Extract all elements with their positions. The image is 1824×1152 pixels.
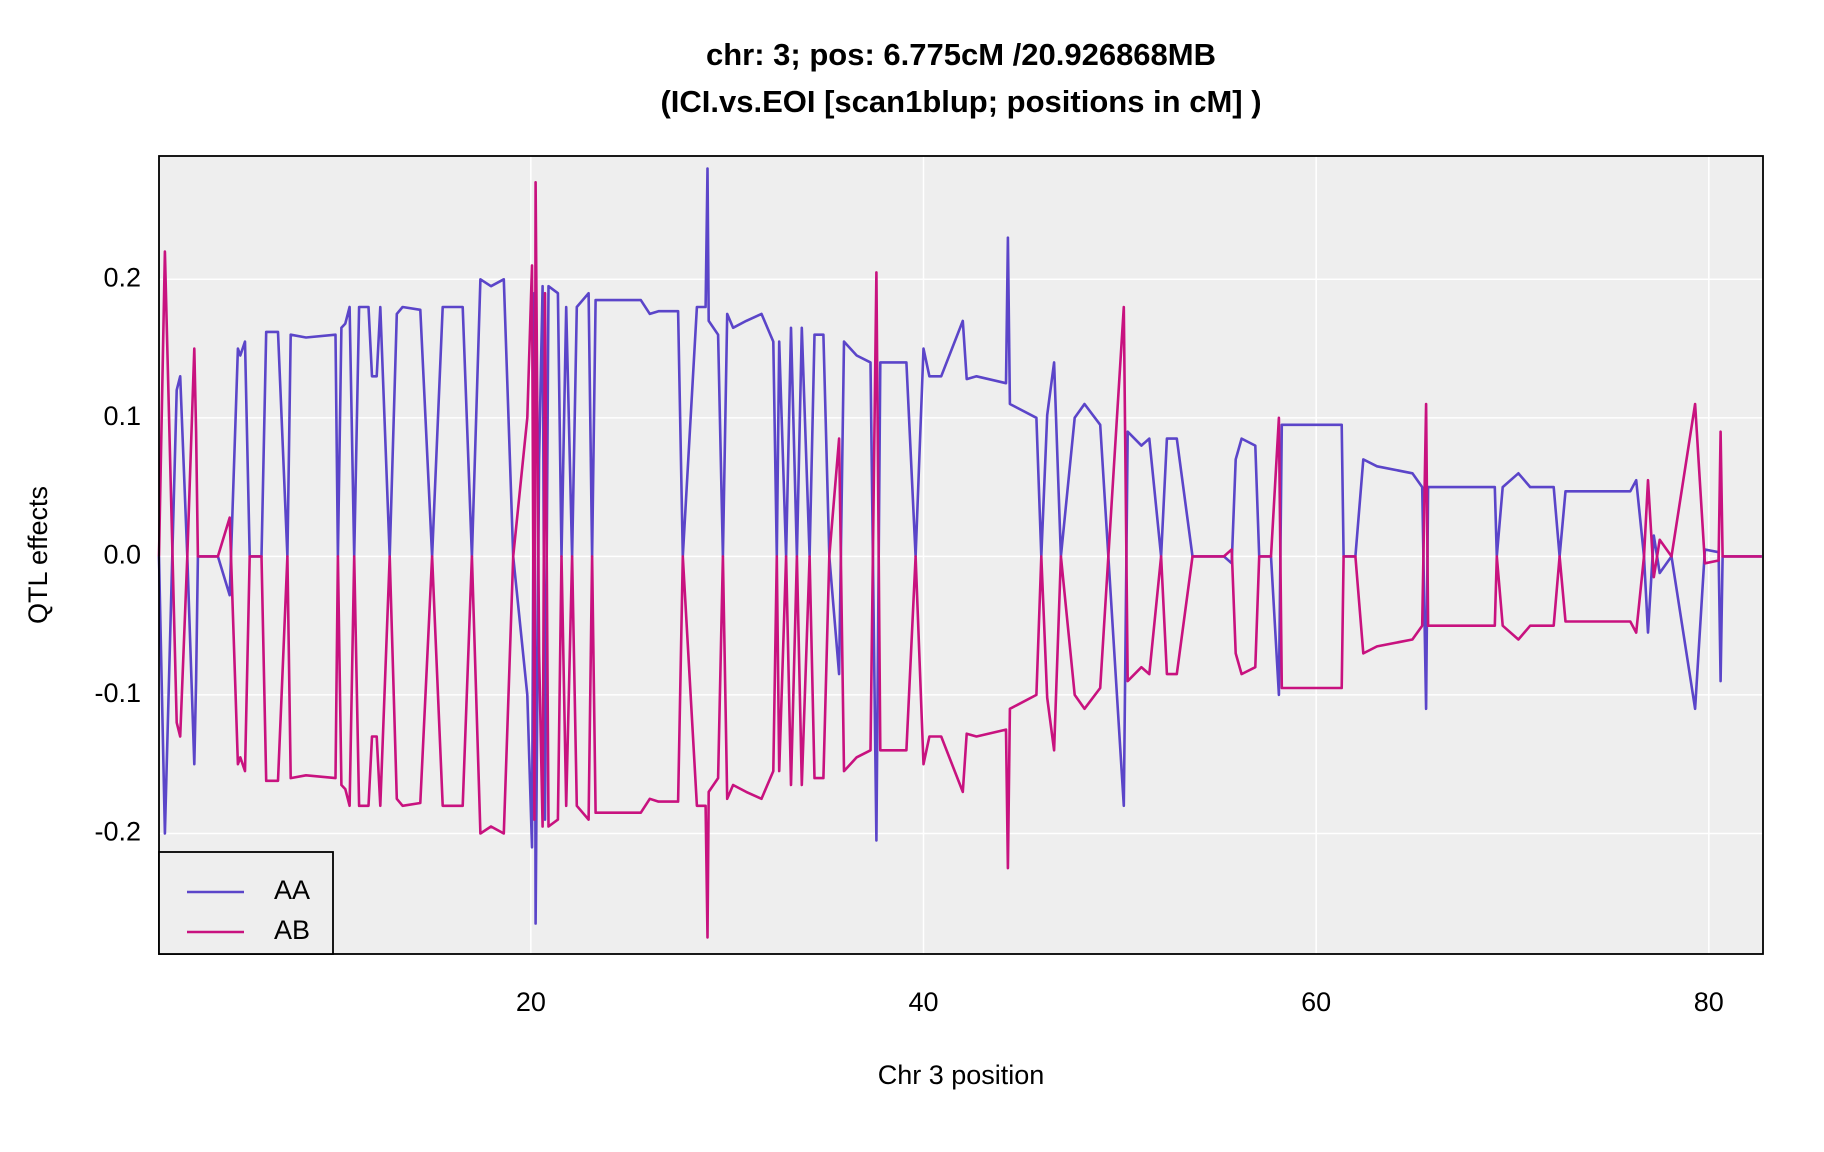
y-tick-label: -0.2 — [94, 817, 141, 847]
chart-title: chr: 3; pos: 6.775cM /20.926868MB — [706, 37, 1216, 72]
y-tick-label: 0.2 — [103, 262, 141, 292]
x-tick-label: 60 — [1301, 987, 1331, 1017]
plot-border — [158, 155, 1764, 955]
y-tick-label: -0.1 — [94, 678, 141, 708]
x-tick-label: 40 — [908, 987, 938, 1017]
legend-label: AB — [274, 915, 310, 945]
y-axis-label: QTL effects — [23, 486, 53, 624]
y-tick-label: 0.0 — [103, 540, 141, 570]
x-axis-label: Chr 3 position — [878, 1060, 1045, 1090]
series-line — [157, 167, 1762, 925]
chart-subtitle: (ICI.vs.EOI [scan1blup; positions in cM]… — [660, 84, 1261, 119]
plot-background — [159, 156, 1763, 954]
x-tick-label: 20 — [516, 987, 546, 1017]
y-tick-label: 0.1 — [103, 401, 141, 431]
legend-box — [158, 851, 334, 955]
x-tick-label: 80 — [1694, 987, 1724, 1017]
series-line — [157, 181, 1762, 939]
legend-label: AA — [274, 875, 310, 905]
